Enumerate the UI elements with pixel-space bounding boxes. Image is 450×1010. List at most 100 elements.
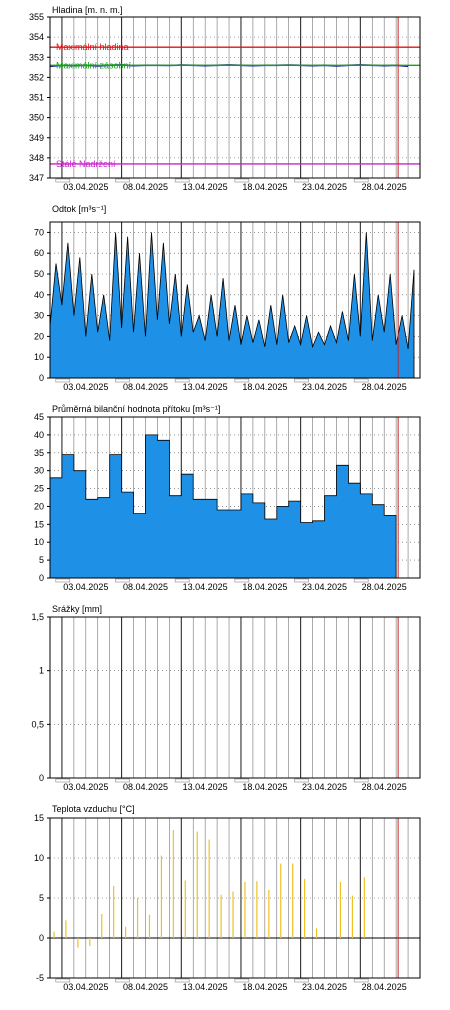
y-tick-label: 60 [34,248,44,258]
x-tick-label: 28.04.2025 [362,782,407,792]
y-tick-label: 350 [29,113,44,123]
x-tick-mark [353,978,369,983]
y-tick-label: 5 [39,893,44,903]
y-tick-label: 349 [29,133,44,143]
y-tick-label: -5 [36,973,44,983]
y-tick-label: 355 [29,12,44,22]
x-tick-label: 28.04.2025 [362,982,407,992]
x-tick-mark [353,378,369,383]
x-tick-label: 13.04.2025 [183,182,228,192]
x-tick-mark [353,578,369,583]
reference-line-label: Maximální hladina [56,42,129,52]
plot-frame [49,221,421,379]
y-tick-label: 0 [39,773,44,783]
x-tick-label: 08.04.2025 [123,182,168,192]
plot-frame [49,616,421,779]
x-tick-label: 08.04.2025 [123,782,168,792]
panel-odtok: Odtok [m³s⁻¹] 0 10 20 30 40 50 60 70 03.04.2025 08… [34,204,421,392]
x-tick-mark [115,778,130,783]
y-tick-label: 40 [34,430,44,440]
x-tick-mark [115,378,130,383]
x-tick-mark [55,378,71,383]
y-tick-label: 5 [39,555,44,565]
x-tick-mark [294,378,309,383]
x-tick-mark [234,578,250,583]
x-tick-label: 28.04.2025 [362,182,407,192]
x-tick-mark [174,778,190,783]
x-tick-mark [234,778,250,783]
panel-title: Srážky [mm] [52,604,102,614]
y-tick-label: 1 [39,666,44,676]
y-tick-label: 15 [34,519,44,529]
x-tick-mark [115,578,130,583]
x-tick-mark [174,978,190,983]
x-tick-label: 08.04.2025 [123,382,168,392]
y-tick-label: 0,5 [31,719,44,729]
y-tick-label: 347 [29,173,44,183]
panel-title: Odtok [m³s⁻¹] [52,204,106,214]
x-tick-mark [174,578,190,583]
x-tick-label: 23.04.2025 [302,782,347,792]
panel-hladina: Hladina [m. n. m.] Maximální hladina Maxim… [29,5,421,192]
x-tick-label: 13.04.2025 [183,782,228,792]
y-tick-label: 40 [34,290,44,300]
reference-line-label: Maximální zásobní [56,60,132,70]
x-tick-label: 18.04.2025 [242,182,287,192]
x-tick-mark [353,778,369,783]
x-tick-label: 03.04.2025 [63,582,108,592]
series-area [49,434,397,579]
y-tick-label: 353 [29,52,44,62]
x-tick-label: 18.04.2025 [242,982,287,992]
x-tick-mark [234,378,250,383]
x-tick-mark [55,578,71,583]
x-tick-label: 13.04.2025 [183,582,228,592]
y-tick-label: 15 [34,813,44,823]
x-tick-label: 08.04.2025 [123,982,168,992]
y-tick-label: 0 [39,933,44,943]
y-tick-label: 70 [34,227,44,237]
x-tick-label: 18.04.2025 [242,782,287,792]
panel-pritok: Průměrná bilanční hodnota přítoku [m³s⁻¹… [34,404,421,592]
x-tick-label: 18.04.2025 [242,382,287,392]
y-tick-label: 35 [34,448,44,458]
x-tick-mark [55,778,71,783]
y-tick-label: 0 [39,573,44,583]
y-tick-label: 20 [34,331,44,341]
y-tick-label: 20 [34,501,44,511]
y-tick-label: 348 [29,153,44,163]
x-tick-label: 03.04.2025 [63,382,108,392]
x-tick-mark [174,178,190,183]
y-tick-label: 30 [34,466,44,476]
x-tick-label: 18.04.2025 [242,582,287,592]
plot-frame [49,416,421,579]
y-tick-label: 10 [34,352,44,362]
x-tick-mark [115,978,130,983]
panel-teplota: Teplota vzduchu [°C] -5 0 5 10 15 03.04.2025 08… [34,804,421,992]
x-tick-mark [294,778,309,783]
x-tick-label: 28.04.2025 [362,382,407,392]
y-tick-label: 351 [29,93,44,103]
x-tick-mark [294,978,309,983]
x-tick-mark [55,978,71,983]
x-tick-label: 28.04.2025 [362,582,407,592]
x-tick-label: 13.04.2025 [183,982,228,992]
y-tick-label: 1,5 [31,612,44,622]
x-tick-mark [294,578,309,583]
y-tick-label: 30 [34,311,44,321]
y-tick-label: 10 [34,853,44,863]
x-tick-label: 23.04.2025 [302,582,347,592]
y-tick-label: 10 [34,537,44,547]
x-tick-label: 03.04.2025 [63,982,108,992]
x-tick-label: 03.04.2025 [63,782,108,792]
reference-line-label: Stálé Nadržení [56,159,116,169]
x-tick-label: 03.04.2025 [63,182,108,192]
y-tick-label: 25 [34,484,44,494]
y-tick-label: 0 [39,373,44,383]
x-tick-mark [234,178,250,183]
x-tick-label: 13.04.2025 [183,382,228,392]
x-tick-mark [234,978,250,983]
x-tick-label: 08.04.2025 [123,582,168,592]
panel-srazky: Srážky [mm] 0 0,5 1 1,5 03.04.2025 08.04.2025 1… [31,604,421,792]
x-tick-label: 23.04.2025 [302,382,347,392]
